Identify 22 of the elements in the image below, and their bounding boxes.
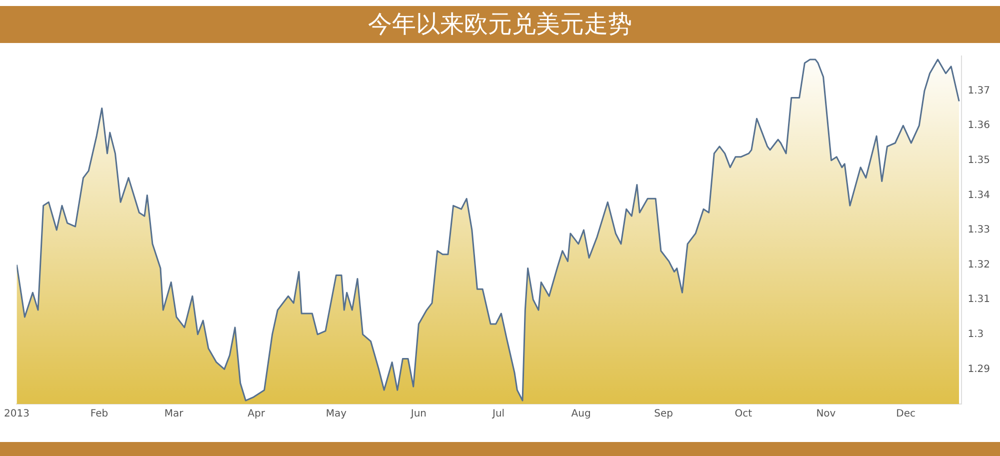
x-tick-label: Apr <box>248 408 266 420</box>
y-tick-label: 1.33 <box>968 224 990 236</box>
x-tick-label: May <box>326 408 347 420</box>
y-tick-label: 1.32 <box>968 259 990 270</box>
x-tick-label: Feb <box>90 408 108 420</box>
x-tick-label: Sep <box>654 408 674 420</box>
x-tick-label: Oct <box>734 408 752 420</box>
y-tick-label: 1.36 <box>968 120 990 132</box>
x-tick-label: Aug <box>571 408 591 420</box>
x-tick-label: Jun <box>410 408 426 420</box>
y-tick-label: 1.34 <box>968 190 990 201</box>
x-tick-label: Nov <box>816 408 836 420</box>
y-tick-label: 1.35 <box>968 154 990 166</box>
x-tick-label: Dec <box>896 408 916 420</box>
x-tick-label: Mar <box>164 408 184 420</box>
y-tick-label: 1.37 <box>968 85 990 96</box>
y-tick-label: 1.3 <box>968 328 984 340</box>
x-tick-label: Jul <box>492 408 505 420</box>
y-tick-label: 1.29 <box>968 364 990 375</box>
chart-title: 今年以来欧元兑美元走势 <box>0 6 1000 43</box>
x-tick-label: 2013 <box>4 408 30 420</box>
y-tick-label: 1.31 <box>968 294 990 306</box>
